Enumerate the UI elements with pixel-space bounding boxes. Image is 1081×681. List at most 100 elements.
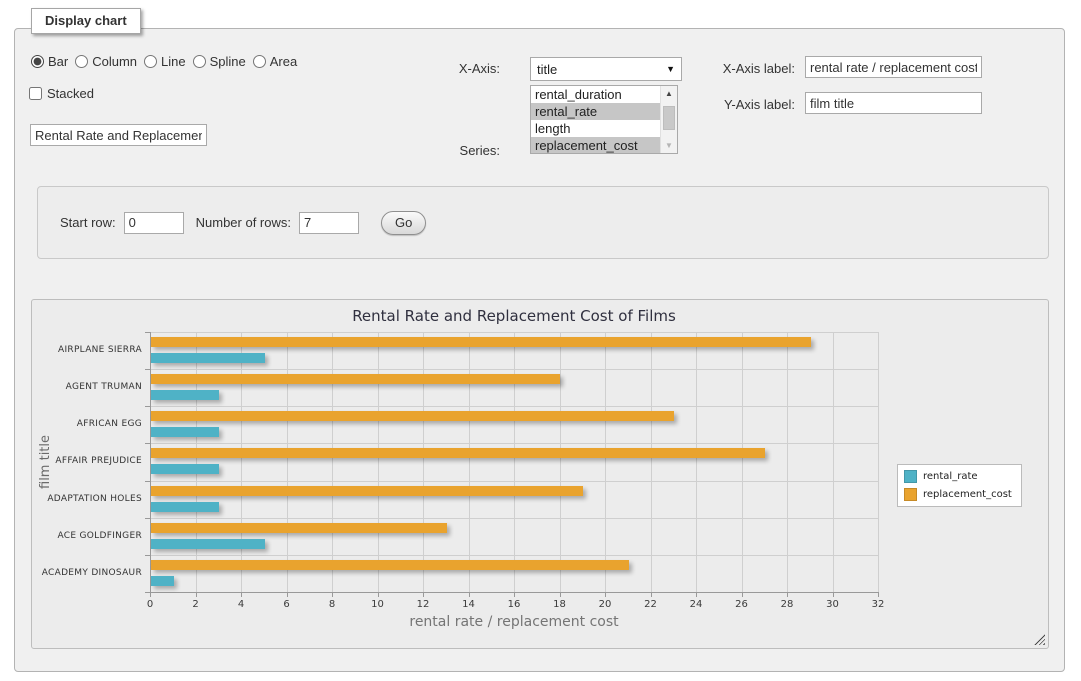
gridline-horizontal <box>150 406 878 408</box>
xaxis-tick <box>832 593 834 597</box>
xaxis-tick-label: 28 <box>780 599 794 610</box>
chart-type-option-area: Area <box>252 54 297 69</box>
gridline-vertical <box>787 332 788 592</box>
num-rows-label: Number of rows: <box>195 215 291 230</box>
gridline-horizontal <box>150 517 878 519</box>
xaxis-tick <box>514 593 515 597</box>
xaxis-tick <box>150 593 151 597</box>
num-rows-input[interactable] <box>299 211 359 234</box>
xaxis-tick-label: 10 <box>371 599 384 610</box>
category-label: ADAPTATION HOLES <box>47 493 142 504</box>
xaxis-tick <box>741 593 743 597</box>
series-scrollbar[interactable]: ▲ ▼ <box>660 86 677 153</box>
xaxis-tick <box>696 593 697 597</box>
gridline-vertical <box>696 332 697 592</box>
chart-type-radio-bar[interactable] <box>31 55 44 68</box>
stacked-checkbox[interactable] <box>29 87 42 100</box>
xaxis-tick <box>286 593 288 597</box>
xaxis-tick-label: 18 <box>553 599 566 610</box>
gridline-vertical <box>332 332 333 592</box>
bar-rental_rate <box>151 575 174 586</box>
chart-type-radio-column[interactable] <box>75 55 89 68</box>
gridline-vertical <box>195 332 197 592</box>
yaxis-tick <box>145 332 150 333</box>
xaxis-tick-label: 22 <box>644 599 657 610</box>
yaxis-tick <box>145 517 150 519</box>
xaxis-tick-label: 16 <box>507 599 521 610</box>
xaxis-selected-value: title <box>537 61 558 77</box>
gridline-vertical <box>241 332 242 592</box>
xaxis-tick <box>605 593 606 597</box>
gridline-vertical <box>741 332 743 592</box>
legend-label: replacement_cost <box>923 489 1012 500</box>
yaxis-label-field-label: Y-Axis label: <box>723 97 795 112</box>
scroll-up-icon[interactable]: ▲ <box>661 86 677 101</box>
gridline-vertical <box>605 332 606 592</box>
scroll-down-icon[interactable]: ▼ <box>661 138 677 153</box>
yaxis-tick <box>145 369 150 371</box>
gridline-vertical <box>832 332 834 592</box>
gridline-vertical <box>650 332 652 592</box>
bar-replacement_cost <box>151 485 584 496</box>
row-range-panel: Start row: Number of rows: Go <box>37 186 1049 259</box>
xaxis-tick-label: 8 <box>328 599 336 610</box>
scrollbar-thumb[interactable] <box>663 106 675 130</box>
category-label: AFFAIR PREJUDICE <box>55 456 142 467</box>
gridline-horizontal <box>150 369 878 371</box>
yaxis-line <box>150 332 151 593</box>
chart-title-input[interactable] <box>30 124 207 146</box>
category-label: ACE GOLDFINGER <box>57 530 142 541</box>
xaxis-label-input[interactable] <box>805 56 982 78</box>
category-label: AGENT TRUMAN <box>65 382 142 393</box>
panel-title: Display chart <box>31 8 141 34</box>
xaxis-tick-label: 0 <box>146 599 154 610</box>
bar-rental_rate <box>151 464 220 475</box>
xaxis-title: rental rate / replacement cost <box>409 614 619 630</box>
stacked-option: Stacked <box>29 86 94 101</box>
xaxis-line <box>150 592 879 593</box>
xaxis-tick <box>332 593 333 597</box>
bar-replacement_cost <box>151 374 561 385</box>
bar-rental_rate <box>151 390 220 401</box>
xaxis-tick-label: 14 <box>462 599 475 610</box>
series-options: rental_duration rental_rate length replacem… <box>531 86 660 153</box>
display-chart-panel: Display chart Bar Column Line Spline Area St… <box>14 8 1065 672</box>
start-row-label: Start row: <box>60 215 116 230</box>
chart-type-label: Column <box>92 54 138 69</box>
xaxis-tick-label: 4 <box>237 599 245 610</box>
gridline-horizontal <box>150 480 878 482</box>
xaxis-tick-label: 32 <box>871 599 885 610</box>
series-option-rental_rate[interactable]: rental_rate <box>531 103 660 120</box>
xaxis-tick <box>650 593 652 597</box>
xaxis-tick <box>195 593 197 597</box>
chart-type-radio-line[interactable] <box>144 55 158 68</box>
gridline-vertical <box>559 332 561 592</box>
series-multiselect[interactable]: rental_duration rental_rate length replacem… <box>530 85 678 154</box>
resize-handle-icon[interactable] <box>1034 634 1045 645</box>
category-label: AFRICAN EGG <box>76 419 142 430</box>
bar-replacement_cost <box>151 411 675 422</box>
yaxis-tick <box>145 592 150 593</box>
stacked-label: Stacked <box>47 86 94 101</box>
chart-type-radio-spline[interactable] <box>192 55 206 68</box>
go-button[interactable]: Go <box>381 210 427 235</box>
legend-label: rental_rate <box>923 471 978 482</box>
gridline-horizontal <box>150 554 878 556</box>
bar-rental_rate <box>151 538 265 549</box>
xaxis-select[interactable]: title ▼ <box>530 57 682 81</box>
series-option-length[interactable]: length <box>535 121 571 136</box>
gridline-vertical <box>468 332 470 592</box>
start-row-input[interactable] <box>123 211 184 234</box>
chart-type-radio-group: Bar Column Line Spline Area <box>31 54 297 69</box>
xaxis-tick <box>241 593 242 597</box>
chart-type-radio-area[interactable] <box>252 55 266 68</box>
bar-replacement_cost <box>151 337 811 347</box>
xaxis-label-field-label: X-Axis label: <box>722 61 795 76</box>
legend-item-rental_rate: rental_rate <box>904 470 1012 483</box>
series-option-rental_duration[interactable]: rental_duration <box>535 87 622 102</box>
yaxis-tick <box>145 554 150 556</box>
chart-type-option-line: Line <box>144 54 186 69</box>
yaxis-label-input[interactable] <box>805 92 982 114</box>
legend-swatch-rental_rate <box>904 470 917 483</box>
series-option-replacement_cost[interactable]: replacement_cost <box>531 137 660 153</box>
